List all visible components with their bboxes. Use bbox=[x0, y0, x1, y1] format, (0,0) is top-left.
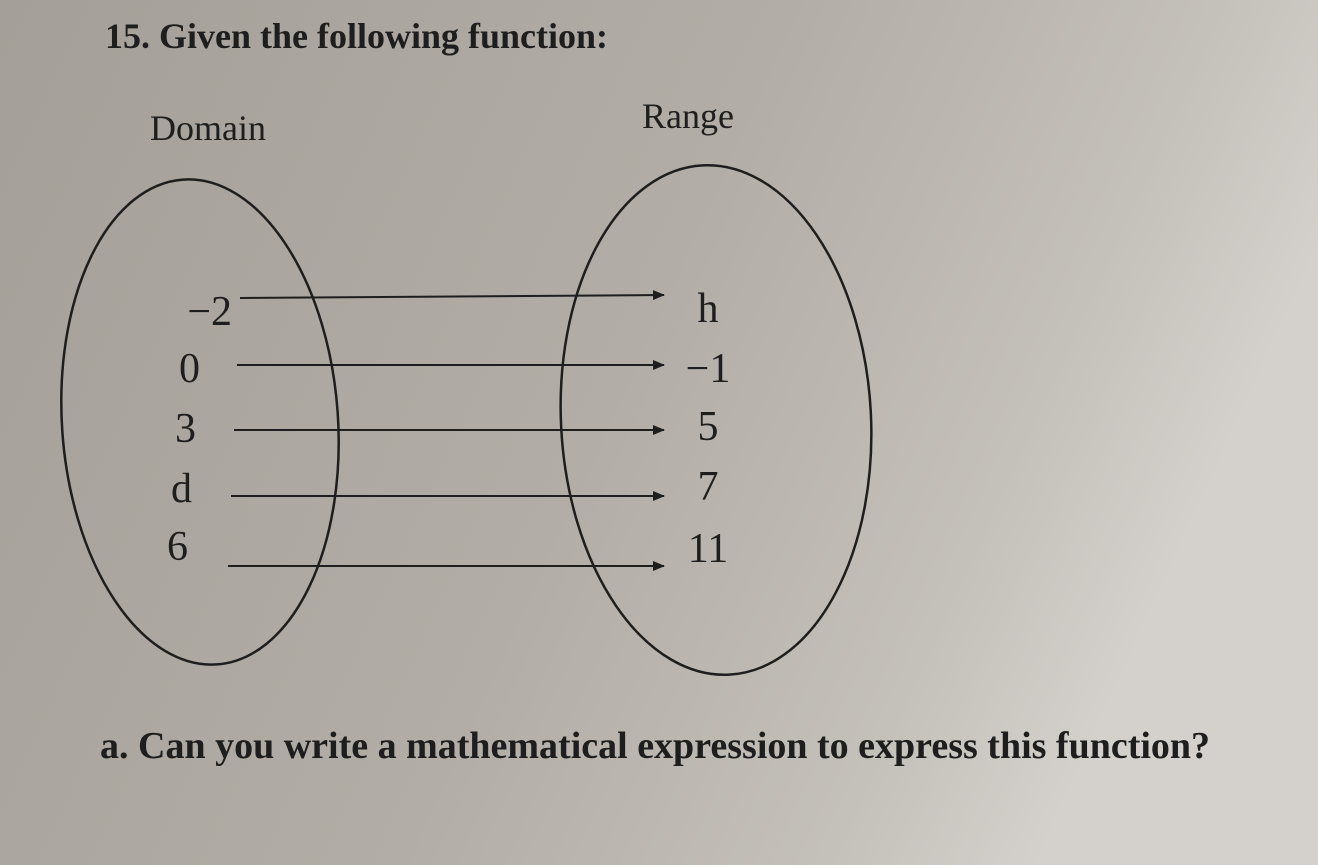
question-title: 15. Given the following function: bbox=[105, 16, 608, 56]
range-value: h bbox=[698, 286, 719, 332]
range-value: 5 bbox=[698, 404, 719, 450]
mapping: −2 0 3 d 6 h −1 5 7 11 bbox=[167, 286, 730, 572]
domain-label: Domain bbox=[150, 108, 266, 148]
part-a-question: a. Can you write a mathematical expressi… bbox=[100, 725, 1210, 767]
domain-value: 6 bbox=[167, 524, 188, 570]
range-value: 11 bbox=[688, 526, 728, 572]
domain-oval bbox=[60, 178, 340, 666]
domain-value: −2 bbox=[187, 289, 232, 335]
domain-value: d bbox=[171, 466, 192, 512]
mapping-arrow bbox=[239, 290, 665, 301]
range-label: Range bbox=[642, 96, 734, 136]
range-value: −1 bbox=[686, 346, 731, 392]
range-value: 7 bbox=[698, 464, 719, 510]
range-oval bbox=[559, 163, 873, 677]
domain-value: 3 bbox=[175, 406, 196, 452]
domain-value: 0 bbox=[179, 346, 200, 392]
